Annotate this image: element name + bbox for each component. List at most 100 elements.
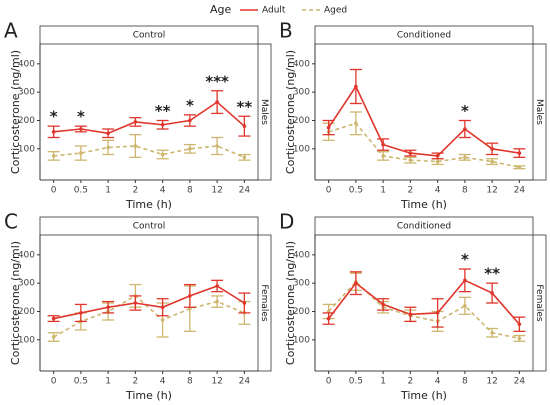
facet-strip	[257, 43, 272, 181]
facet-strip	[532, 43, 547, 181]
strip	[314, 25, 534, 45]
x-tick-label: 4	[160, 377, 166, 387]
x-tick-label: 0.5	[74, 186, 88, 196]
facet-label: Males	[534, 99, 544, 125]
x-tick-label: 12	[486, 377, 497, 387]
x-tick-label: 0.5	[74, 377, 88, 387]
x-axis-label: Time (h)	[400, 198, 447, 211]
point	[133, 144, 138, 148]
series-line	[328, 122, 520, 169]
significance: *	[461, 251, 469, 269]
point	[106, 131, 110, 136]
point	[160, 305, 165, 310]
strip-title: Control	[133, 222, 166, 232]
significance: **	[484, 265, 500, 283]
y-tick-label: 100	[293, 144, 310, 154]
x-tick-label: 0	[326, 186, 332, 196]
y-axis-label: Corticosterone (ng/ml)	[284, 241, 297, 365]
panel-letter: D	[279, 210, 294, 234]
panel-letter: C	[4, 210, 18, 234]
significance: *	[461, 102, 469, 120]
series-line	[53, 294, 245, 338]
x-tick-label: 0	[326, 377, 332, 387]
point	[435, 154, 440, 158]
series-line	[53, 145, 245, 159]
point	[463, 278, 467, 283]
y-tick-label: 100	[293, 335, 310, 345]
y-tick-label: 300	[18, 88, 35, 98]
x-tick-label: 0	[51, 186, 57, 196]
x-tick-label: 4	[435, 186, 441, 196]
y-tick-label: 200	[18, 116, 35, 126]
series-line	[327, 279, 520, 325]
x-axis-label: Time (h)	[125, 389, 172, 402]
point	[381, 142, 385, 147]
point	[463, 127, 467, 131]
y-tick-label: 200	[293, 116, 310, 126]
point	[79, 151, 83, 155]
panel-letter: A	[4, 19, 18, 43]
y-tick-label: 100	[18, 144, 35, 154]
point	[326, 316, 331, 321]
x-tick-label: 8	[187, 186, 193, 196]
series-line	[53, 101, 245, 135]
panel-letter: B	[279, 19, 293, 43]
point	[51, 316, 56, 321]
x-tick-label: 24	[239, 377, 251, 387]
point	[517, 336, 522, 341]
x-tick-label: 4	[160, 186, 166, 196]
point	[435, 159, 440, 164]
y-axis-label: Corticosterone (ng/ml)	[284, 50, 297, 174]
strip-title: Conditioned	[397, 31, 451, 41]
significance: *	[186, 96, 194, 114]
facet-label: Females	[534, 284, 544, 322]
facet-label: Females	[259, 284, 269, 322]
point	[463, 304, 467, 308]
series-line	[327, 84, 520, 157]
point	[51, 130, 56, 134]
point	[188, 294, 192, 298]
significance: **	[155, 102, 171, 120]
x-tick-label: 24	[514, 186, 526, 196]
strip-title: Control	[133, 31, 166, 41]
point	[242, 301, 247, 305]
point	[517, 165, 522, 170]
point	[326, 125, 331, 130]
legend-label: Aged	[324, 6, 347, 16]
x-tick-label: 0.5	[349, 377, 363, 387]
point	[160, 122, 165, 127]
strip-title: Conditioned	[397, 222, 451, 232]
x-tick-label: 2	[408, 377, 414, 387]
point	[79, 127, 83, 131]
point	[490, 330, 494, 335]
significance: **	[237, 98, 253, 116]
point	[106, 145, 110, 150]
x-tick-label: 2	[133, 186, 139, 196]
x-tick-label: 1	[380, 186, 386, 196]
x-tick-label: 0.5	[349, 186, 363, 196]
point	[215, 299, 219, 304]
y-tick-label: 400	[293, 59, 310, 69]
x-tick-label: 12	[486, 186, 497, 196]
x-tick-label: 1	[105, 377, 111, 387]
significance: *	[50, 108, 58, 126]
point	[381, 302, 385, 307]
facet-strip	[257, 234, 272, 372]
point	[490, 291, 494, 295]
x-tick-label: 2	[133, 377, 139, 387]
x-tick-label: 24	[514, 377, 526, 387]
x-axis-label: Time (h)	[400, 389, 447, 402]
series-line	[53, 285, 245, 320]
point	[242, 124, 247, 128]
legend-title: Age	[210, 3, 232, 16]
x-tick-label: 8	[462, 377, 468, 387]
point	[215, 144, 219, 148]
point	[242, 155, 247, 160]
y-axis-label: Corticosterone (ng/ml)	[9, 50, 22, 174]
point	[354, 281, 358, 285]
y-tick-label: 400	[18, 59, 35, 69]
x-tick-label: 12	[211, 186, 222, 196]
x-tick-label: 24	[239, 186, 251, 196]
point	[381, 154, 385, 158]
